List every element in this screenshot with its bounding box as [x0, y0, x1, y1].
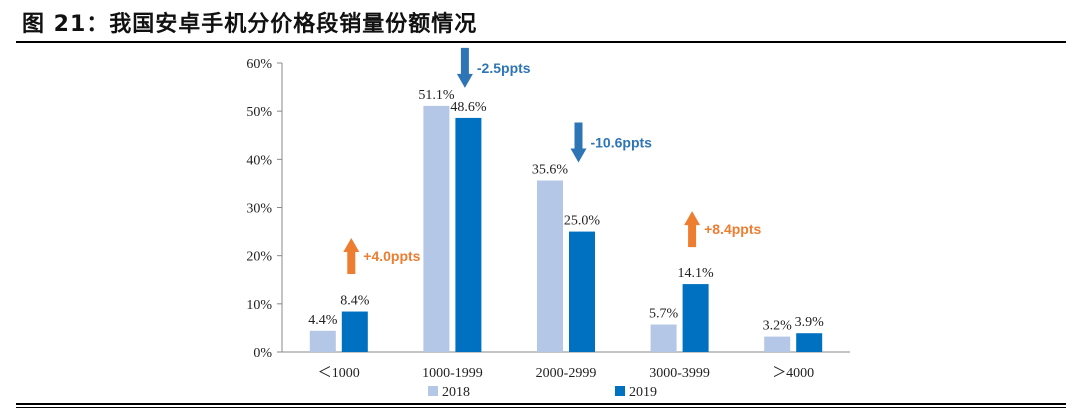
change-annotation: +8.4ppts: [704, 221, 761, 237]
data-label: 48.6%: [450, 100, 487, 115]
y-tick-label: 0%: [253, 346, 272, 361]
data-label: 5.7%: [649, 307, 679, 322]
bar-2019: [682, 284, 709, 352]
change-annotation: +4.0ppts: [363, 248, 420, 264]
x-tick-label: ＞4000: [772, 366, 814, 381]
bottom-rule: [16, 403, 1066, 405]
change-annotation: -2.5ppts: [477, 60, 531, 76]
legend-swatch-2019: [615, 386, 625, 396]
x-tick-label: 3000-3999: [649, 366, 710, 381]
bar-2018: [309, 330, 336, 352]
x-tick-label: ＜1000: [318, 366, 360, 381]
data-label: 14.1%: [678, 266, 715, 281]
data-label: 3.2%: [763, 319, 793, 334]
legend-label: 2019: [629, 385, 657, 400]
bar-2019: [341, 311, 368, 352]
data-label: 8.4%: [340, 294, 370, 309]
y-tick-label: 40%: [246, 153, 272, 168]
arrow-up-icon: [684, 211, 701, 248]
figure-title: 图 21：我国安卓手机分价格段销量份额情况: [22, 12, 478, 37]
bar-2018: [423, 105, 450, 352]
arrow-down-icon: [570, 122, 587, 163]
top-rule: [16, 41, 1066, 43]
change-annotation: -10.6ppts: [590, 135, 652, 151]
y-tick-label: 60%: [246, 57, 272, 72]
data-label: 35.6%: [532, 163, 569, 178]
bar-2018: [537, 180, 563, 352]
y-tick-label: 10%: [246, 298, 272, 313]
bar-2019: [796, 333, 823, 352]
arrow-down-icon: [456, 47, 473, 88]
y-tick-label: 50%: [246, 105, 272, 120]
y-tick-label: 20%: [246, 250, 272, 265]
bar-2019: [455, 117, 482, 352]
legend-label: 2018: [442, 385, 470, 400]
y-tick-label: 30%: [246, 202, 272, 217]
x-tick-label: 1000-1999: [422, 366, 483, 381]
arrow-up-icon: [343, 238, 360, 274]
bar-2019: [569, 231, 595, 352]
data-label: 3.9%: [795, 315, 825, 330]
data-label: 25.0%: [564, 214, 601, 229]
legend-swatch-2018: [428, 386, 438, 396]
data-label: 51.1%: [418, 88, 455, 103]
bottom-rule-thin: [16, 407, 1066, 408]
data-label: 4.4%: [308, 313, 338, 328]
bar-2018: [650, 324, 677, 352]
bar-2018: [764, 336, 791, 352]
x-tick-label: 2000-2999: [536, 366, 597, 381]
